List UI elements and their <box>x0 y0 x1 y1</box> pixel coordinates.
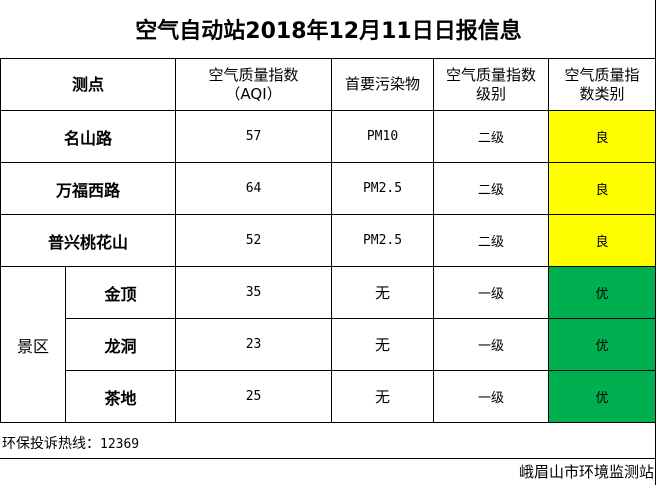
aqi-table: 测点 空气质量指数 （AQI） 首要污染物 空气质量指数 级别 空气质量指 数类别 名… <box>0 58 657 423</box>
issuer-name: 峨眉山市环境监测站 <box>518 463 654 481</box>
site-name: 金顶 <box>64 266 177 319</box>
table-row: 龙洞 23 无 一级 优 <box>1 318 657 371</box>
primary-pollutant: 无 <box>331 318 435 371</box>
complaint-hotline: 环保投诉热线：12369 <box>2 432 139 456</box>
table-row: 普兴桃花山 52 PM2.5 二级 良 <box>0 214 657 267</box>
site-name: 名山路 <box>0 110 177 163</box>
aqi-level: 一级 <box>433 318 550 371</box>
hotline-number: 12369 <box>100 437 140 452</box>
aqi-category: 优 <box>548 370 657 423</box>
header-pollutant: 首要污染物 <box>331 58 435 111</box>
aqi-value: 52 <box>175 214 333 267</box>
aqi-value: 64 <box>175 162 333 215</box>
header-site: 测点 <box>0 58 177 111</box>
aqi-category: 良 <box>548 214 657 267</box>
site-name: 万福西路 <box>0 162 177 215</box>
hotline-label: 环保投诉热线： <box>2 436 100 452</box>
aqi-value: 57 <box>175 110 333 163</box>
site-name: 龙洞 <box>64 318 177 371</box>
page-title: 空气自动站2018年12月11日日报信息 <box>135 19 522 44</box>
aqi-level: 二级 <box>433 214 550 267</box>
site-name: 茶地 <box>64 370 177 423</box>
aqi-category: 优 <box>548 318 657 371</box>
site-name: 普兴桃花山 <box>0 214 177 267</box>
footer-divider <box>0 458 655 459</box>
primary-pollutant: 无 <box>331 370 435 423</box>
aqi-level: 一级 <box>433 370 550 423</box>
primary-pollutant: PM2.5 <box>331 162 435 215</box>
header-level: 空气质量指数 级别 <box>433 58 550 111</box>
aqi-value: 25 <box>175 370 333 423</box>
primary-pollutant: PM10 <box>331 110 435 163</box>
aqi-category: 优 <box>548 266 657 319</box>
table-row: 茶地 25 无 一级 优 <box>1 370 657 423</box>
aqi-level: 二级 <box>433 110 550 163</box>
aqi-value: 23 <box>175 318 333 371</box>
table-header-row: 测点 空气质量指数 （AQI） 首要污染物 空气质量指数 级别 空气质量指 数类别 <box>0 58 657 111</box>
table-row: 景区 金顶 35 无 一级 优 <box>0 266 657 423</box>
header-category: 空气质量指 数类别 <box>548 58 657 111</box>
aqi-value: 35 <box>175 266 333 319</box>
aqi-category: 良 <box>548 162 657 215</box>
right-border <box>655 0 656 485</box>
primary-pollutant: 无 <box>331 266 435 319</box>
primary-pollutant: PM2.5 <box>331 214 435 267</box>
header-aqi: 空气质量指数 （AQI） <box>175 58 333 111</box>
scenic-group-label: 景区 <box>0 266 66 423</box>
table-row: 名山路 57 PM10 二级 良 <box>0 110 657 163</box>
aqi-category: 良 <box>548 110 657 163</box>
table-row: 万福西路 64 PM2.5 二级 良 <box>0 162 657 215</box>
aqi-level: 二级 <box>433 162 550 215</box>
aqi-level: 一级 <box>433 266 550 319</box>
